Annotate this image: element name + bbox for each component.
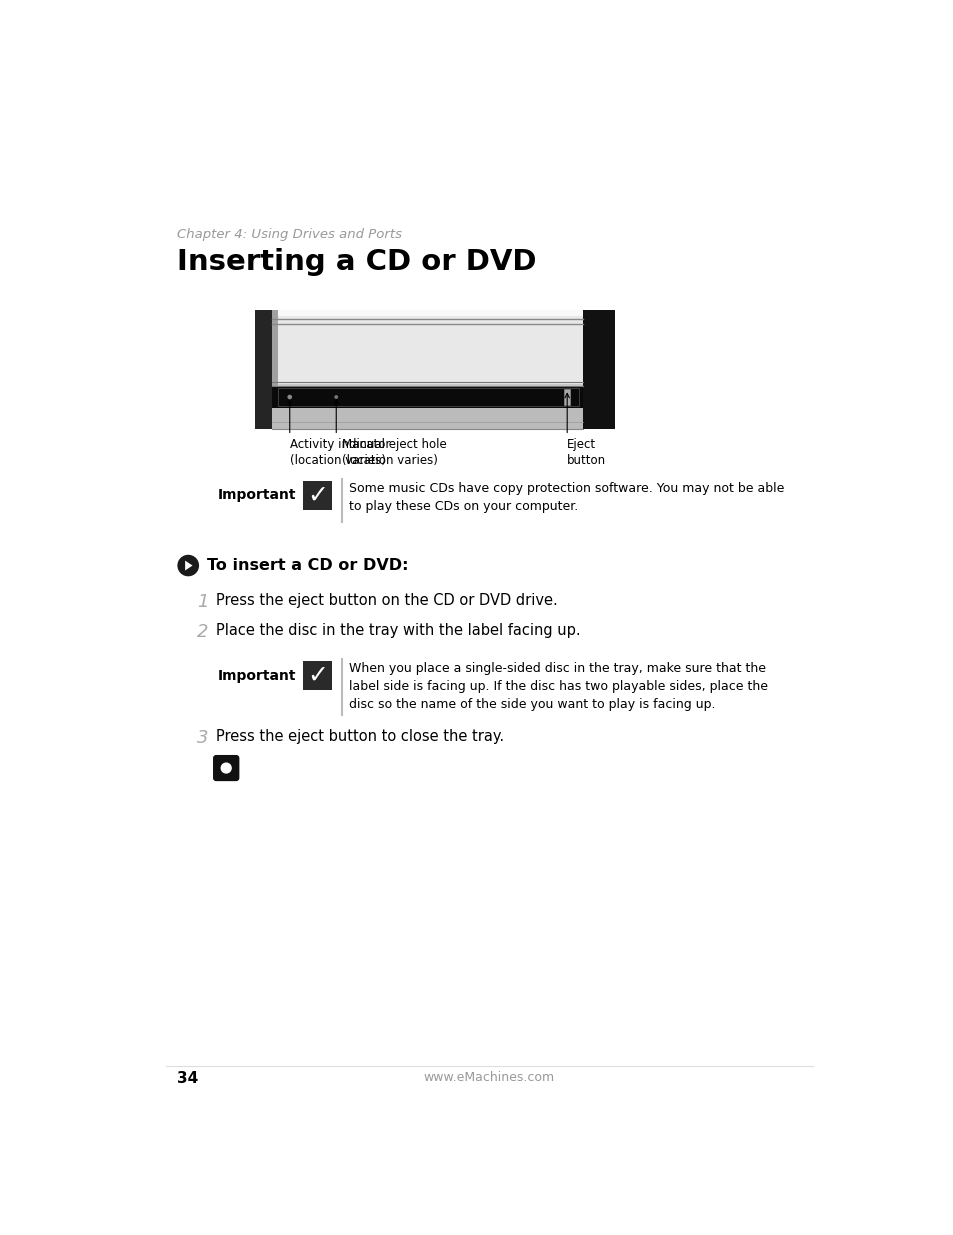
Bar bbox=[272, 310, 582, 316]
Polygon shape bbox=[185, 561, 193, 571]
Bar bbox=[254, 310, 272, 430]
Text: ✓: ✓ bbox=[307, 483, 328, 508]
Text: www.eMachines.com: www.eMachines.com bbox=[423, 1072, 554, 1084]
Text: 34: 34 bbox=[177, 1072, 198, 1087]
Circle shape bbox=[177, 555, 199, 577]
Text: Press the eject button to close the tray.: Press the eject button to close the tray… bbox=[216, 729, 504, 743]
Text: To insert a CD or DVD:: To insert a CD or DVD: bbox=[207, 558, 408, 573]
Text: Press the eject button on the CD or DVD drive.: Press the eject button on the CD or DVD … bbox=[216, 593, 558, 609]
Bar bbox=[272, 310, 278, 430]
Text: Place the disc in the tray with the label facing up.: Place the disc in the tray with the labe… bbox=[216, 622, 580, 637]
Text: Important: Important bbox=[218, 489, 296, 503]
Circle shape bbox=[287, 395, 292, 399]
Circle shape bbox=[334, 395, 337, 399]
Text: When you place a single-sided disc in the tray, make sure that the
label side is: When you place a single-sided disc in th… bbox=[349, 662, 767, 711]
Bar bbox=[303, 661, 332, 690]
Text: Manual eject hole
(location varies): Manual eject hole (location varies) bbox=[342, 438, 447, 468]
Bar bbox=[254, 310, 615, 430]
Circle shape bbox=[220, 762, 232, 773]
Bar bbox=[563, 389, 570, 405]
Text: Eject
button: Eject button bbox=[567, 438, 606, 468]
Text: Some music CDs have copy protection software. You may not be able
to play these : Some music CDs have copy protection soft… bbox=[349, 482, 784, 513]
Text: 2: 2 bbox=[196, 622, 208, 641]
Bar bbox=[278, 388, 578, 406]
Text: Important: Important bbox=[218, 668, 296, 683]
Bar bbox=[582, 310, 615, 430]
Bar bbox=[303, 480, 332, 510]
FancyBboxPatch shape bbox=[213, 755, 239, 782]
Bar bbox=[272, 408, 582, 430]
Bar bbox=[272, 310, 582, 384]
Text: Chapter 4: Using Drives and Ports: Chapter 4: Using Drives and Ports bbox=[177, 227, 402, 241]
Bar bbox=[272, 387, 582, 408]
Text: 3: 3 bbox=[196, 729, 208, 747]
Text: 1: 1 bbox=[196, 593, 208, 611]
Bar bbox=[272, 387, 582, 408]
Text: Activity indicator
(location varies): Activity indicator (location varies) bbox=[290, 438, 390, 468]
Text: ✓: ✓ bbox=[307, 663, 328, 688]
Text: Inserting a CD or DVD: Inserting a CD or DVD bbox=[177, 248, 537, 277]
